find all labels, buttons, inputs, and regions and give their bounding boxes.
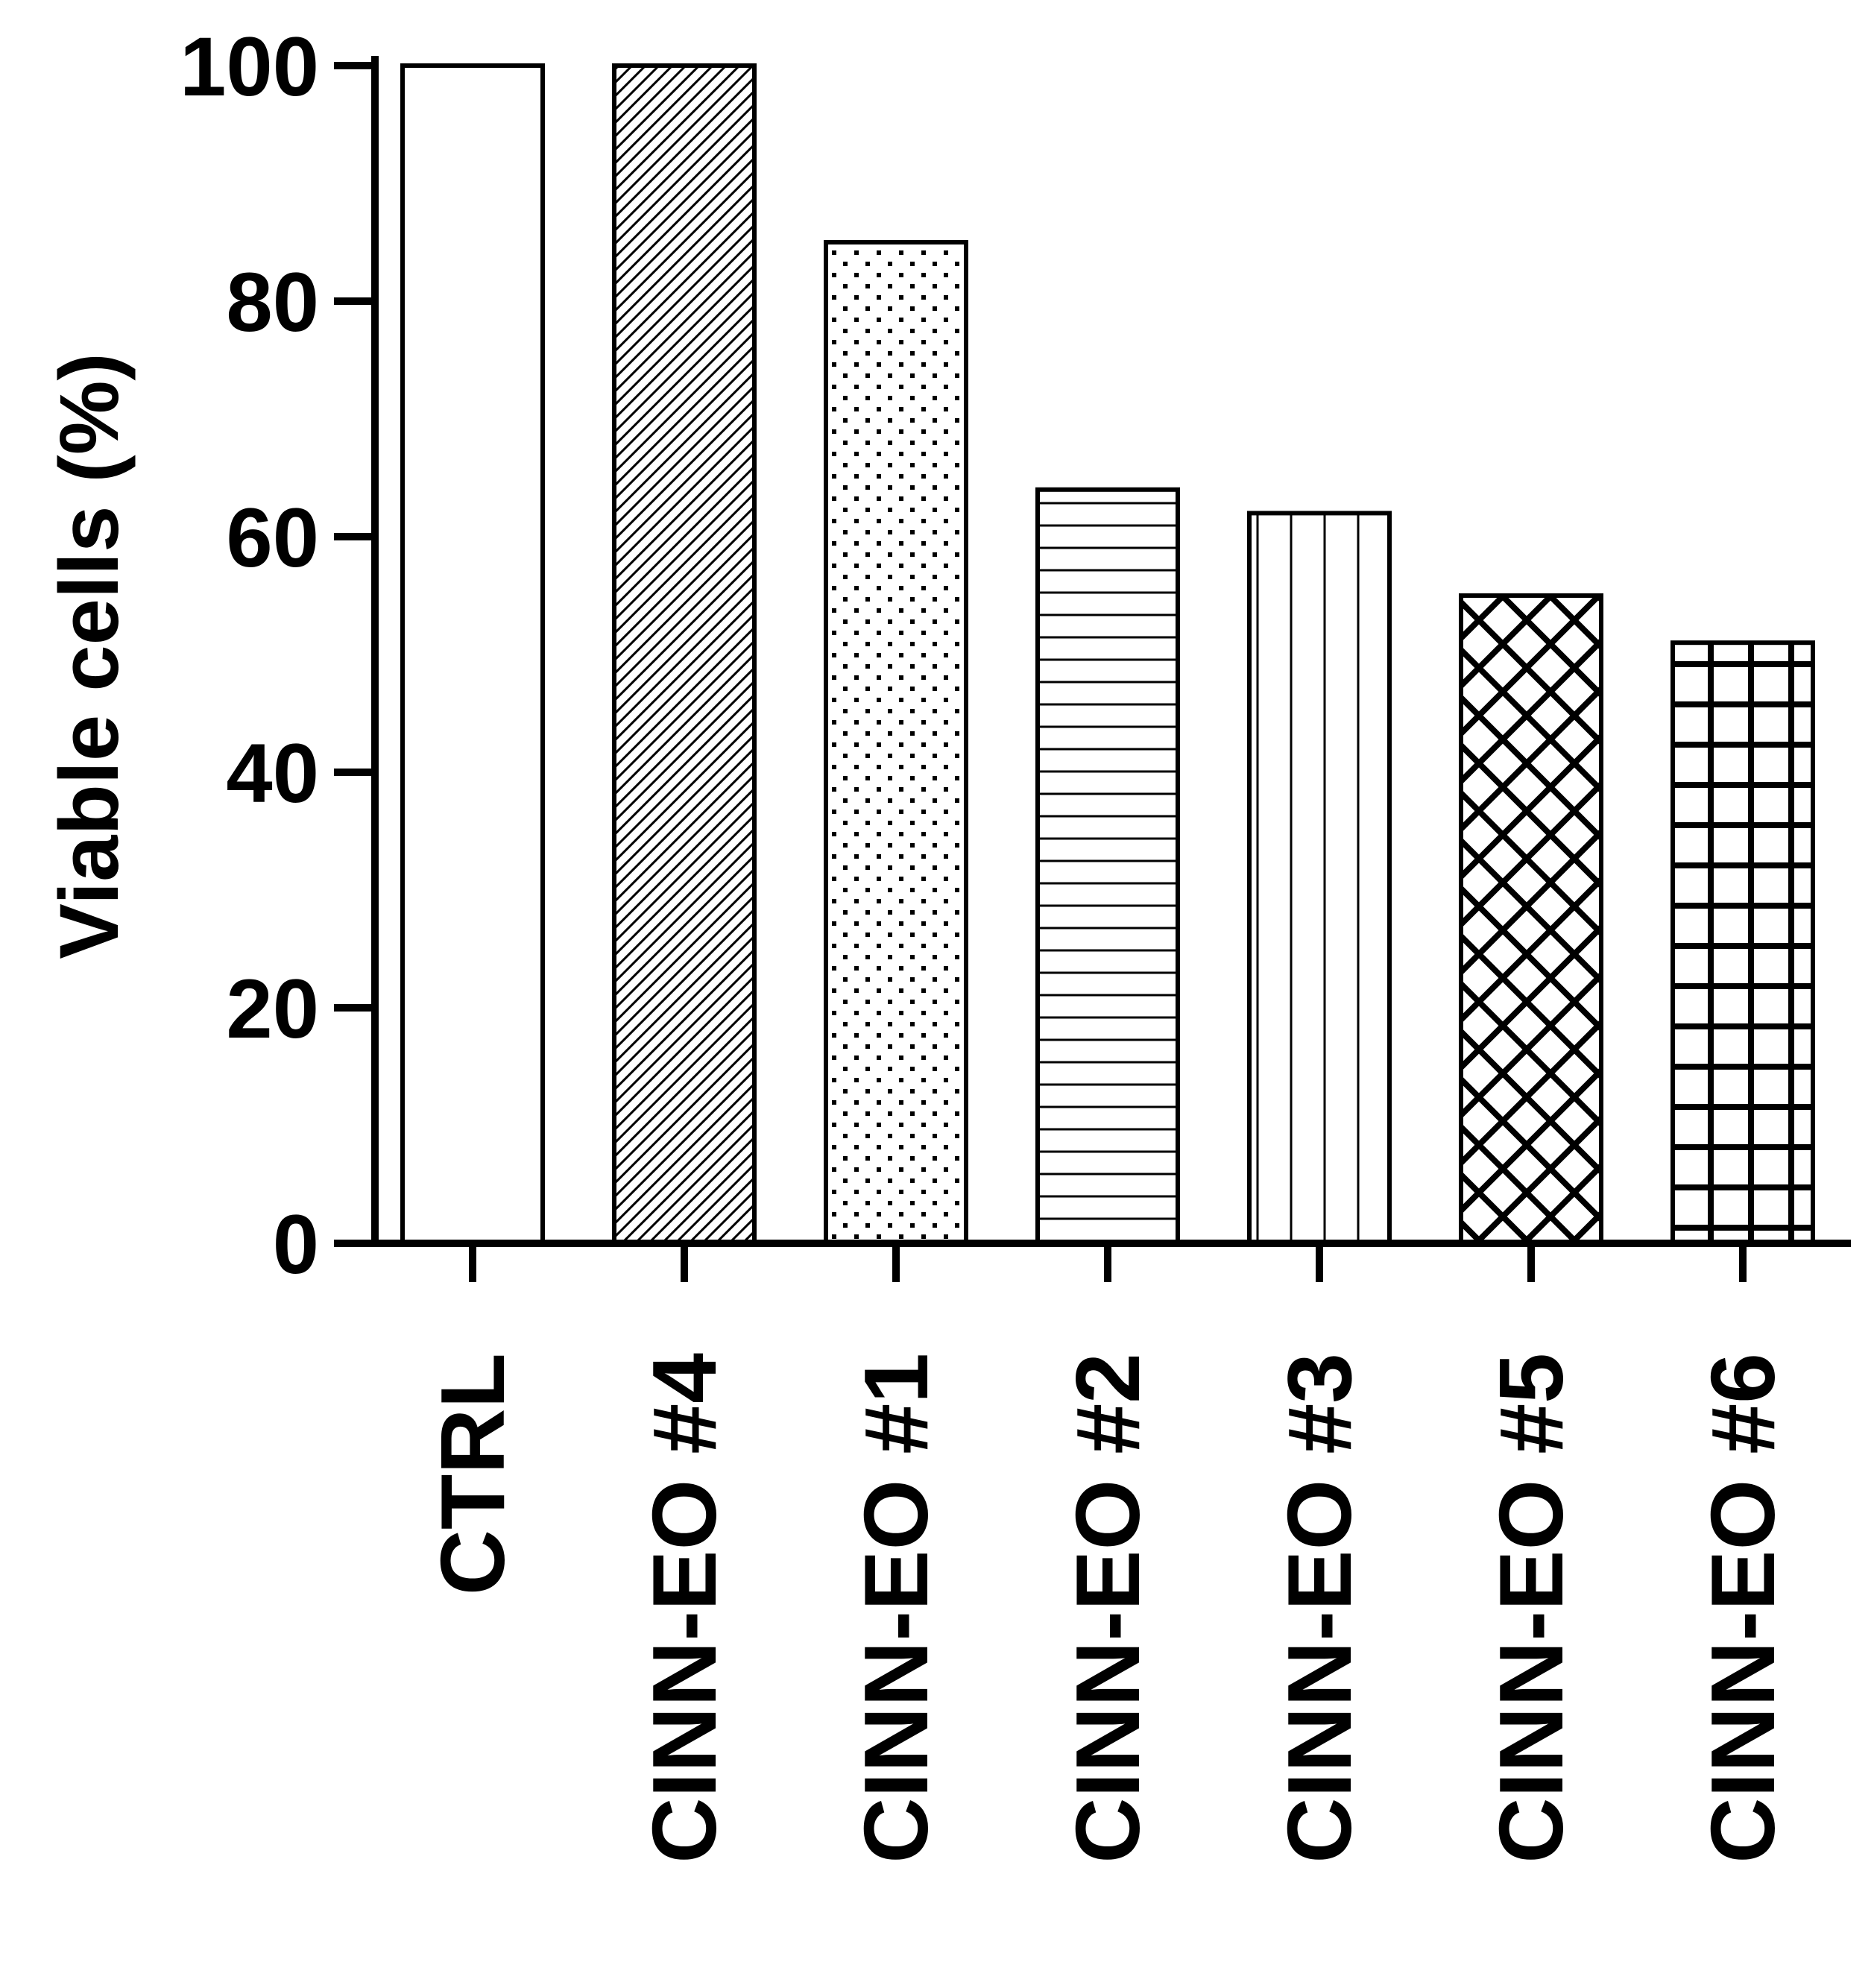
y-tick-label: 40	[226, 727, 319, 820]
x-tick-label: CTRL	[422, 1353, 523, 1595]
x-tick-label: CINN-EO #2	[1057, 1353, 1158, 1864]
y-tick-label: 100	[180, 20, 319, 113]
bar-cinn-eo-5	[1459, 593, 1603, 1246]
bar-cinn-eo-2	[1035, 487, 1180, 1246]
y-tick-label: 0	[273, 1198, 319, 1291]
y-tick-label: 80	[226, 256, 319, 349]
bar-cinn-eo-6	[1670, 640, 1815, 1246]
bar-ctrl	[400, 63, 545, 1246]
bars-group	[400, 63, 1815, 1246]
x-tick-label: CINN-EO #6	[1692, 1353, 1793, 1864]
y-ticks-group: 0 20 40 60 80 100	[180, 20, 375, 1291]
x-tick-label: CINN-EO #1	[845, 1353, 947, 1864]
y-tick-label: 20	[226, 962, 319, 1055]
y-tick-label: 60	[226, 491, 319, 584]
x-tick-label: CINN-EO #3	[1269, 1353, 1370, 1864]
bar-cinn-eo-3	[1247, 511, 1392, 1246]
x-labels-group: CTRL CINN-EO #4 CINN-EO #1 CINN-EO #2 CINN-E…	[422, 1353, 1793, 1864]
x-ticks-group	[469, 1243, 1747, 1282]
x-tick-label: CINN-EO #4	[634, 1353, 735, 1864]
x-tick-label: CINN-EO #5	[1480, 1353, 1582, 1864]
bar-cinn-eo-1	[824, 240, 968, 1246]
bar-cinn-eo-4	[612, 63, 757, 1246]
y-axis-title: Viable cells (%)	[42, 353, 136, 959]
